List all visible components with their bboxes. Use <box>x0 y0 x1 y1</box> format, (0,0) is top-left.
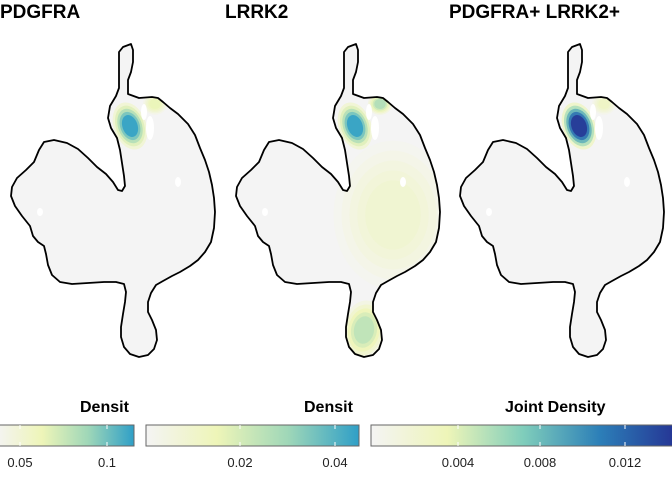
embedding-gap <box>624 177 630 187</box>
density-hotspots <box>112 93 168 150</box>
colorbar-tick-label: 0.008 <box>523 455 557 470</box>
colorbar-tick-label: 0.012 <box>608 455 642 470</box>
density-hotspot <box>598 98 610 110</box>
colorbar-title-lrrk2: Densit <box>304 399 353 416</box>
embedding-gap <box>262 208 268 216</box>
density-hotspot <box>353 316 375 344</box>
colorbar-title-pdgfra: Densit <box>80 399 129 416</box>
colorbar-gradient <box>145 424 360 447</box>
embedding-gap <box>371 116 379 140</box>
umap-outline <box>10 43 216 358</box>
umap-base-fill <box>460 44 664 357</box>
embedding-gap <box>175 177 181 187</box>
density-hotspot <box>346 115 364 137</box>
colorbar-2 <box>370 424 672 447</box>
colorbar-gradient <box>0 424 135 447</box>
density-hotspots <box>333 93 440 357</box>
colorbar-tick-label: 0.004 <box>441 455 475 470</box>
embedding-gap <box>37 208 43 216</box>
umap-outline <box>459 43 665 358</box>
colorbar-tick-label: 0.02 <box>227 455 253 470</box>
embedding-gap <box>141 104 147 120</box>
umap-outline <box>235 43 441 358</box>
umap-panel-0 <box>10 43 216 358</box>
umap-panel-1 <box>235 43 441 358</box>
colorbar-gradient <box>370 424 672 447</box>
density-hotspots <box>561 93 617 150</box>
colorbar-title-joint: Joint Density <box>505 399 606 416</box>
embedding-gap <box>366 104 372 120</box>
embedding-gap <box>595 116 603 140</box>
embedding-gap <box>486 208 492 216</box>
embedding-gap <box>400 177 406 187</box>
colorbar-1 <box>145 424 360 447</box>
umap-base-fill <box>11 44 215 357</box>
panel-title-lrrk2: LRRK2 <box>225 2 289 23</box>
embedding-gap <box>146 116 154 140</box>
colorbar-0 <box>0 424 135 447</box>
umap-panel-2 <box>459 43 665 358</box>
density-hotspot <box>570 115 588 137</box>
colorbar-tick-label: 0.1 <box>97 455 117 470</box>
density-hotspot <box>121 115 139 137</box>
density-hotspot <box>149 98 161 110</box>
colorbar-tick-label: 0.04 <box>322 455 348 470</box>
embedding-gap <box>590 104 596 120</box>
density-hotspot <box>374 98 386 110</box>
panel-title-joint: PDGFRA+ LRRK2+ <box>449 2 621 23</box>
panel-title-pdgfra: PDGFRA <box>0 2 81 23</box>
colorbar-tick-label: 0.05 <box>7 455 33 470</box>
density-hotspot <box>365 180 421 250</box>
